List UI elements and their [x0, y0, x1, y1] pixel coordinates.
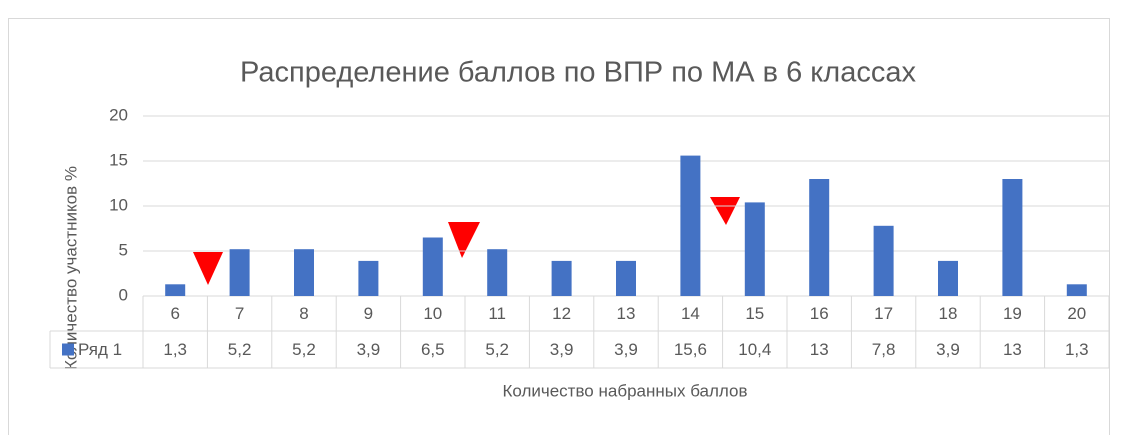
bar	[616, 260, 636, 296]
legend-swatch	[62, 343, 74, 356]
table-value: 15,6	[674, 340, 707, 359]
x-tick-label: 16	[810, 304, 829, 323]
x-tick-label: 18	[939, 304, 958, 323]
bar	[809, 179, 830, 296]
table-value: 5,2	[228, 340, 252, 359]
x-tick-label: 17	[874, 304, 893, 323]
y-tick-label: 20	[109, 105, 128, 124]
x-tick-label: 11	[488, 304, 506, 323]
table-value: 3,9	[357, 340, 381, 359]
y-tick-label: 15	[109, 150, 128, 169]
x-tick-label: 19	[1003, 304, 1022, 323]
y-axis-label: Количество участников %	[61, 166, 80, 370]
table-value: 7,8	[872, 340, 896, 359]
y-tick-label: 5	[119, 240, 128, 259]
x-tick-label: 8	[299, 304, 308, 323]
bar	[938, 260, 958, 296]
x-tick-label: 7	[235, 304, 244, 323]
bar	[1066, 284, 1087, 296]
table-value: 1,3	[1065, 340, 1089, 359]
x-tick-label: 12	[552, 304, 571, 323]
x-tick-label: 6	[170, 304, 179, 323]
bar	[680, 155, 701, 296]
bar	[358, 260, 379, 296]
x-tick-label: 10	[423, 304, 442, 323]
bar	[1002, 179, 1023, 296]
annotation-arrow	[448, 222, 480, 258]
bar	[165, 284, 186, 296]
table-value: 13	[1003, 340, 1022, 359]
bar	[229, 249, 250, 296]
bar	[422, 237, 443, 296]
annotation-arrow	[193, 252, 223, 285]
bar	[551, 260, 572, 296]
table-value: 5,2	[292, 340, 316, 359]
y-tick-label: 10	[109, 195, 128, 214]
bar	[487, 249, 508, 296]
bar	[873, 225, 894, 296]
x-axis-label: Количество набранных баллов	[502, 381, 747, 400]
chart-border	[8, 18, 1110, 435]
chart-title: Распределение баллов по ВПР по МА в 6 кл…	[240, 57, 916, 89]
table-value: 13	[810, 340, 829, 359]
legend-label: Ряд 1	[78, 340, 122, 359]
table-value: 3,9	[550, 340, 574, 359]
x-tick-label: 9	[364, 304, 373, 323]
x-tick-label: 15	[745, 304, 764, 323]
table-value: 6,5	[421, 340, 445, 359]
annotation-arrow	[710, 197, 740, 225]
x-tick-label: 14	[681, 304, 700, 323]
table-value: 3,9	[614, 340, 638, 359]
bar	[744, 202, 765, 296]
table-value: 5,2	[485, 340, 509, 359]
bar	[294, 249, 314, 296]
y-tick-label: 0	[119, 285, 128, 304]
table-value: 1,3	[163, 340, 187, 359]
x-tick-label: 13	[617, 304, 636, 323]
table-value: 3,9	[936, 340, 960, 359]
x-tick-label: 20	[1067, 304, 1086, 323]
table-value: 10,4	[738, 340, 771, 359]
